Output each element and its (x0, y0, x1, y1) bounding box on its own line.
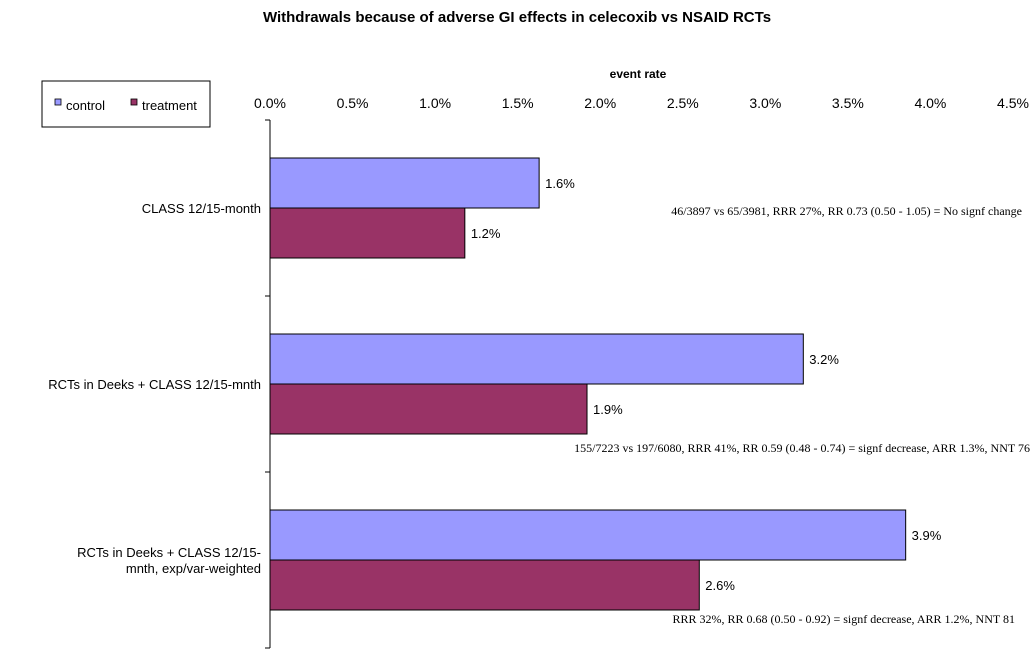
annotations: 46/3897 vs 65/3981, RRR 27%, RR 0.73 (0.… (574, 204, 1030, 626)
x-tick-label: 1.5% (502, 95, 534, 111)
legend-box (41, 80, 211, 128)
stat-annotation: 155/7223 vs 197/6080, RRR 41%, RR 0.59 (… (574, 441, 1030, 455)
data-label-control: 1.6% (545, 176, 575, 191)
bar-control (269, 333, 804, 385)
x-tick-label: 3.0% (749, 95, 781, 111)
legend-swatch-control (54, 98, 62, 106)
category-label: CLASS 12/15-month (142, 201, 261, 216)
category-label: RCTs in Deeks + CLASS 12/15- (77, 545, 261, 560)
legend-label-treatment: treatment (142, 98, 197, 113)
legend: control treatment (41, 80, 211, 128)
bar-treatment (269, 559, 700, 611)
category-labels: CLASS 12/15-month RCTs in Deeks + CLASS 1… (48, 201, 261, 576)
bar-treatment (269, 207, 466, 259)
x-tick-label: 4.5% (997, 95, 1029, 111)
bar-control (269, 509, 907, 561)
x-tick-label: 3.5% (832, 95, 864, 111)
legend-label-control: control (66, 98, 105, 113)
category-label: RCTs in Deeks + CLASS 12/15-mnth (48, 377, 261, 392)
x-axis-label: event rate (610, 67, 667, 81)
bar-treatment (269, 383, 588, 435)
x-tick-label: 2.5% (667, 95, 699, 111)
stat-annotation: RRR 32%, RR 0.68 (0.50 - 0.92) = signf d… (672, 612, 1015, 626)
data-label-treatment: 2.6% (705, 578, 735, 593)
data-label-treatment: 1.9% (593, 402, 623, 417)
x-tick-label: 2.0% (584, 95, 616, 111)
x-axis: 0.0% 0.5% 1.0% 1.5% 2.0% 2.5% 3.0% 3.5% 4.0% 4.5% (254, 95, 1029, 111)
legend-swatch-treatment (130, 98, 138, 106)
category-label: mnth, exp/var-weighted (126, 561, 261, 576)
x-tick-label: 0.5% (337, 95, 369, 111)
x-tick-label: 1.0% (419, 95, 451, 111)
data-label-control: 3.9% (912, 528, 942, 543)
stat-annotation: 46/3897 vs 65/3981, RRR 27%, RR 0.73 (0.… (671, 204, 1022, 218)
bar-control (269, 157, 540, 209)
x-tick-label: 4.0% (914, 95, 946, 111)
bars: 1.6% 1.2% 3.2% 1.9% 3.9% 2.6% (269, 157, 942, 611)
chart-title: Withdrawals because of adverse GI effect… (263, 9, 771, 26)
data-label-treatment: 1.2% (471, 226, 501, 241)
y-axis (265, 119, 271, 649)
data-label-control: 3.2% (809, 352, 839, 367)
x-tick-label: 0.0% (254, 95, 286, 111)
